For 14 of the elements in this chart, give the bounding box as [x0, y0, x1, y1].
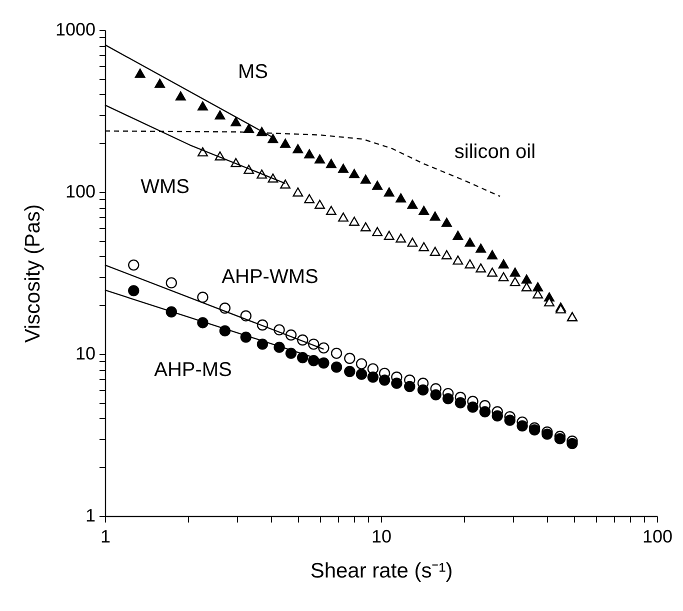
series-label: WMS: [140, 176, 190, 198]
x-axis-title: Shear rate (s⁻¹): [310, 560, 453, 582]
series-label: AHP-MS: [154, 359, 232, 381]
x-tick-label: 100: [642, 526, 673, 546]
y-tick-label: 1: [85, 506, 96, 526]
series-label: MS: [238, 61, 268, 83]
x-tick-label: 10: [371, 526, 392, 546]
series-label: silicon oil: [454, 141, 536, 163]
y-tick-label: 1000: [55, 20, 96, 40]
y-tick-label: 100: [65, 182, 96, 202]
series-label: AHP-WMS: [222, 266, 318, 288]
y-axis-title: Viscosity (Pas): [21, 204, 44, 343]
x-tick-label: 1: [100, 526, 111, 546]
y-tick-label: 10: [75, 344, 96, 364]
